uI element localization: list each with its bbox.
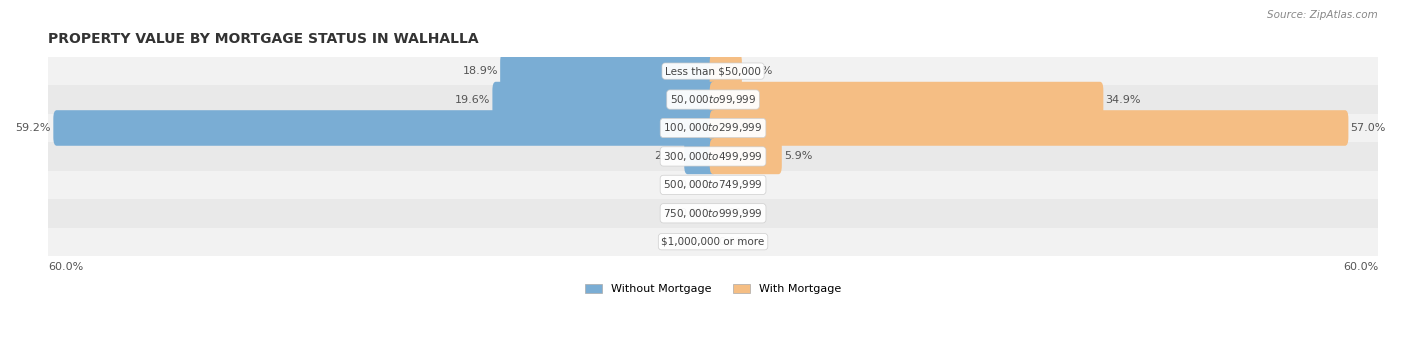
Bar [48,171,1378,199]
Text: 5.9%: 5.9% [785,151,813,162]
Bar [48,199,1378,227]
Bar [48,57,1378,85]
Text: 60.0%: 60.0% [48,262,83,272]
Bar [48,85,1378,114]
Text: 0.0%: 0.0% [679,208,707,218]
Text: Source: ZipAtlas.com: Source: ZipAtlas.com [1267,10,1378,20]
Text: 2.3%: 2.3% [654,151,682,162]
Text: $50,000 to $99,999: $50,000 to $99,999 [669,93,756,106]
FancyBboxPatch shape [710,53,742,89]
FancyBboxPatch shape [501,53,717,89]
Text: $1,000,000 or more: $1,000,000 or more [661,237,765,247]
Text: 18.9%: 18.9% [463,66,498,76]
Text: 0.0%: 0.0% [718,237,747,247]
Bar [48,142,1378,171]
Text: 2.3%: 2.3% [744,66,772,76]
Text: 59.2%: 59.2% [15,123,51,133]
Text: $500,000 to $749,999: $500,000 to $749,999 [664,178,763,191]
Text: Less than $50,000: Less than $50,000 [665,66,761,76]
Text: 0.0%: 0.0% [718,208,747,218]
FancyBboxPatch shape [492,82,717,117]
Text: 0.0%: 0.0% [679,237,707,247]
Text: $100,000 to $299,999: $100,000 to $299,999 [664,121,762,135]
FancyBboxPatch shape [685,139,717,174]
FancyBboxPatch shape [710,139,782,174]
Text: PROPERTY VALUE BY MORTGAGE STATUS IN WALHALLA: PROPERTY VALUE BY MORTGAGE STATUS IN WAL… [48,32,478,46]
Text: $300,000 to $499,999: $300,000 to $499,999 [664,150,763,163]
Text: 34.9%: 34.9% [1105,95,1142,104]
Bar [48,227,1378,256]
FancyBboxPatch shape [53,110,717,146]
Text: $750,000 to $999,999: $750,000 to $999,999 [664,207,763,220]
Text: 0.0%: 0.0% [718,180,747,190]
Text: 19.6%: 19.6% [454,95,491,104]
Legend: Without Mortgage, With Mortgage: Without Mortgage, With Mortgage [585,284,841,294]
Text: 60.0%: 60.0% [1343,262,1378,272]
Text: 0.0%: 0.0% [679,180,707,190]
Bar [48,114,1378,142]
FancyBboxPatch shape [710,82,1104,117]
Text: 57.0%: 57.0% [1351,123,1386,133]
FancyBboxPatch shape [710,110,1348,146]
